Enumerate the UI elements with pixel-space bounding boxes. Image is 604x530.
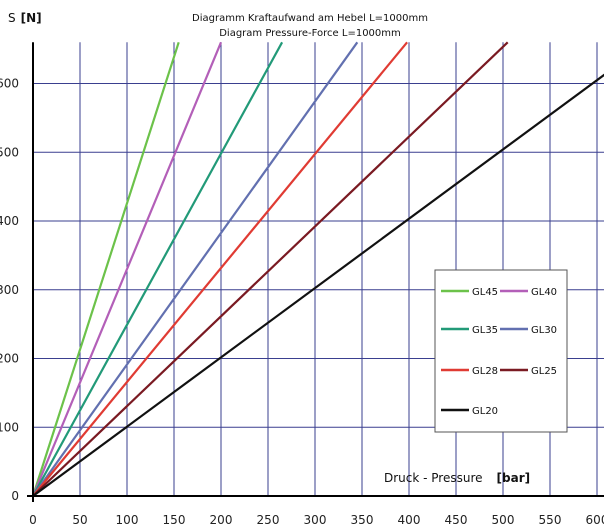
y-tick-label-500: 500 [0, 145, 19, 159]
legend-label-gl40: GL40 [531, 287, 557, 298]
series-line-gl30 [32, 41, 359, 497]
legend-label-gl30: GL30 [531, 325, 557, 336]
legend-label-gl45: GL45 [472, 287, 498, 298]
series-line-gl35 [32, 41, 284, 497]
y-tick-label-200: 200 [0, 352, 19, 366]
legend-box [434, 269, 568, 433]
x-tick-label-450: 450 [445, 513, 468, 527]
x-tick-label-200: 200 [210, 513, 233, 527]
legend-label-gl20: GL20 [472, 406, 498, 417]
x-tick-label-500: 500 [492, 513, 515, 527]
legend-label-gl25: GL25 [531, 366, 557, 377]
series-line-gl28 [32, 41, 408, 497]
y-tick-label-400: 400 [0, 214, 19, 228]
tick-labels: 0 50 100 150 200 250 300 350 400 450 500 550 600 0 100… [0, 77, 604, 528]
x-tick-label-550: 550 [539, 513, 562, 527]
y-tick-label-300: 300 [0, 283, 19, 297]
y-tick-label-0: 0 [11, 489, 19, 503]
x-axis-word: Druck - Pressure [384, 471, 483, 485]
y-tick-label-100: 100 [0, 420, 19, 434]
x-tick-label-100: 100 [116, 513, 139, 527]
x-tick-label-350: 350 [351, 513, 374, 527]
series-line-gl45 [31, 41, 180, 497]
legend-label-gl28: GL28 [472, 366, 498, 377]
series-line-gl40 [31, 41, 223, 497]
y-tick-label-600: 600 [0, 77, 19, 91]
legend: GL45 GL40 GL35 GL30 GL28 GL25 GL20 [434, 269, 568, 433]
axes [27, 42, 604, 502]
x-tick-label-50: 50 [72, 513, 87, 527]
x-tick-label-300: 300 [304, 513, 327, 527]
chart-subtitle: Diagram Pressure-Force L=1000mm [219, 28, 401, 39]
series-lines [31, 41, 604, 497]
chart-title: Diagramm Kraftaufwand am Hebel L=1000mm [192, 13, 428, 24]
y-axis-symbol: S [8, 11, 16, 25]
x-tick-label-250: 250 [257, 513, 280, 527]
y-axis-label: S [N] [8, 11, 42, 25]
series-line-gl20 [32, 73, 604, 497]
legend-label-gl35: GL35 [472, 325, 498, 336]
x-axis-label: Druck - Pressure [bar] [384, 471, 530, 485]
y-axis-unit: [N] [21, 11, 42, 25]
x-tick-label-0: 0 [29, 513, 37, 527]
series-line-gl25 [32, 41, 509, 497]
x-axis-unit: [bar] [497, 471, 531, 485]
x-tick-label-600: 600 [586, 513, 604, 527]
x-tick-label-400: 400 [398, 513, 421, 527]
x-tick-label-150: 150 [163, 513, 186, 527]
